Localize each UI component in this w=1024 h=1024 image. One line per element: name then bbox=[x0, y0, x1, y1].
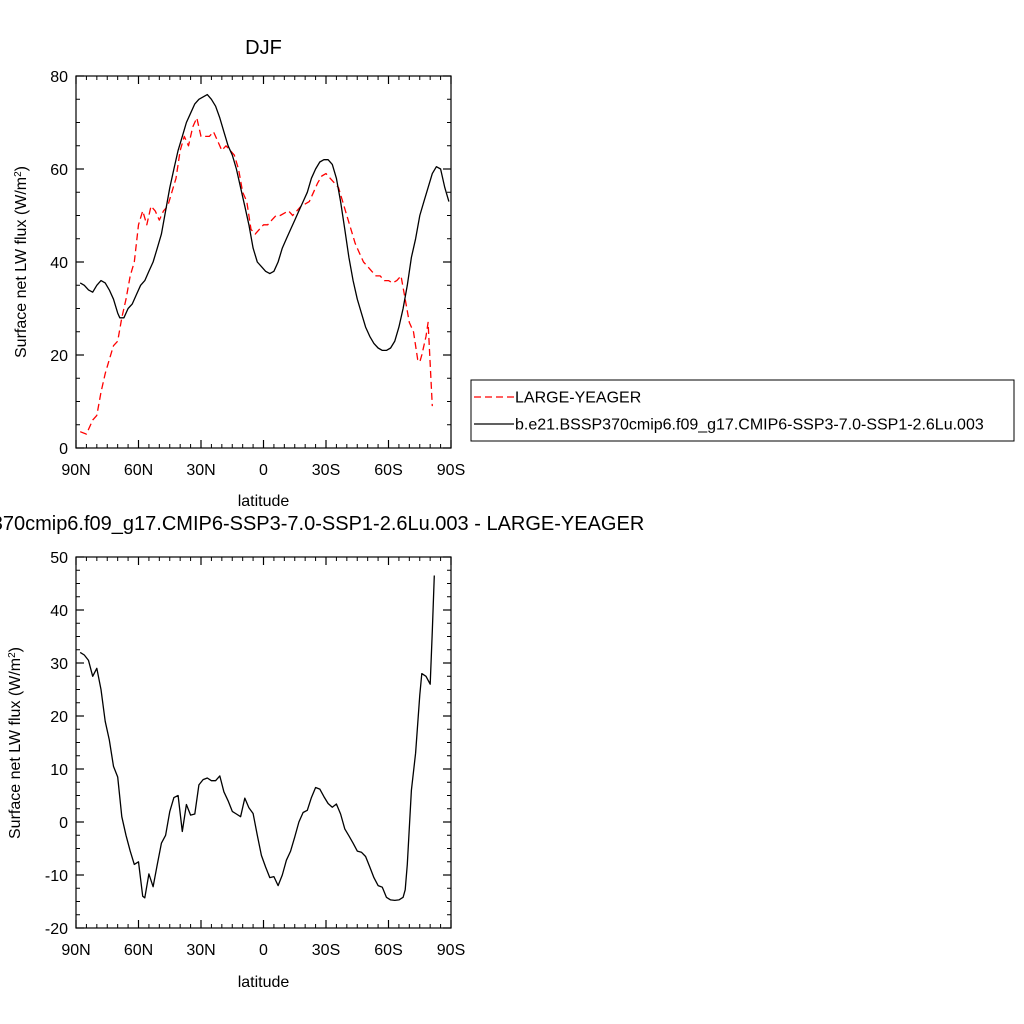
bottom-chart-y-tick-label: 50 bbox=[50, 550, 68, 567]
top-chart-y-axis-label: Surface net LW flux (W/m2) bbox=[13, 166, 31, 358]
bottom-chart-y-axis-label: Surface net LW flux (W/m2) bbox=[7, 647, 25, 839]
bottom-chart-x-tick-label: 60S bbox=[374, 942, 402, 959]
top-chart-x-tick-label: 30N bbox=[186, 462, 215, 479]
bottom-chart-y-tick-label: 0 bbox=[59, 815, 68, 832]
top-chart-x-tick-label: 90S bbox=[437, 462, 465, 479]
bottom-chart-title: b.e21.BSSP370cmip6.f09_g17.CMIP6-SSP3-7.… bbox=[0, 513, 644, 535]
legend: LARGE-YEAGER b.e21.BSSP370cmip6.f09_g17.… bbox=[470, 379, 1015, 442]
top-chart-x-tick-label: 30S bbox=[312, 462, 340, 479]
top-chart-y-tick-label: 80 bbox=[50, 69, 68, 86]
bottom-chart-y-tick-label: 10 bbox=[50, 762, 68, 779]
bottom-chart-y-tick-label: 20 bbox=[50, 709, 68, 726]
top-chart-panel: DJF latitude Surface net LW flux (W/m2) … bbox=[13, 37, 466, 510]
bottom-chart-x-tick-label: 90S bbox=[437, 942, 465, 959]
top-chart-series-line-0 bbox=[79, 117, 433, 435]
bottom-chart-x-tick-label: 90N bbox=[61, 942, 90, 959]
bottom-chart-y-tick-label: 40 bbox=[50, 603, 68, 620]
bottom-chart-y-tick-label: -20 bbox=[45, 921, 68, 938]
legend-box bbox=[470, 379, 1015, 442]
bottom-chart-x-tick-label: 0 bbox=[259, 942, 268, 959]
top-chart-x-tick-label: 60N bbox=[124, 462, 153, 479]
bottom-chart-x-axis-label: latitude bbox=[238, 974, 290, 991]
bottom-chart-panel: b.e21.BSSP370cmip6.f09_g17.CMIP6-SSP3-7.… bbox=[0, 513, 644, 991]
top-chart-y-tick-label: 40 bbox=[50, 255, 68, 272]
top-chart-series-line-1 bbox=[79, 93, 450, 352]
top-chart-y-tick-label: 20 bbox=[50, 348, 68, 365]
top-chart-y-tick-label: 0 bbox=[59, 441, 68, 458]
bottom-chart-x-tick-label: 30N bbox=[186, 942, 215, 959]
top-chart-x-axis-label: latitude bbox=[238, 493, 290, 510]
top-chart-y-tick-label: 60 bbox=[50, 162, 68, 179]
bottom-chart-y-tick-label: 30 bbox=[50, 656, 68, 673]
top-chart-x-tick-label: 0 bbox=[259, 462, 268, 479]
legend-label-large-yeager: LARGE-YEAGER bbox=[515, 390, 641, 407]
top-chart-x-tick-label: 60S bbox=[374, 462, 402, 479]
top-chart-title: DJF bbox=[245, 37, 282, 59]
top-chart-x-tick-label: 90N bbox=[61, 462, 90, 479]
bottom-chart-x-tick-label: 60N bbox=[124, 942, 153, 959]
bottom-chart-series-line-0 bbox=[79, 575, 435, 902]
bottom-chart-y-tick-label: -10 bbox=[45, 868, 68, 885]
bottom-chart-plot-frame bbox=[75, 556, 452, 929]
legend-label-model: b.e21.BSSP370cmip6.f09_g17.CMIP6-SSP3-7.… bbox=[515, 417, 984, 434]
bottom-chart-x-tick-label: 30S bbox=[312, 942, 340, 959]
top-chart-plot-frame bbox=[75, 75, 452, 449]
